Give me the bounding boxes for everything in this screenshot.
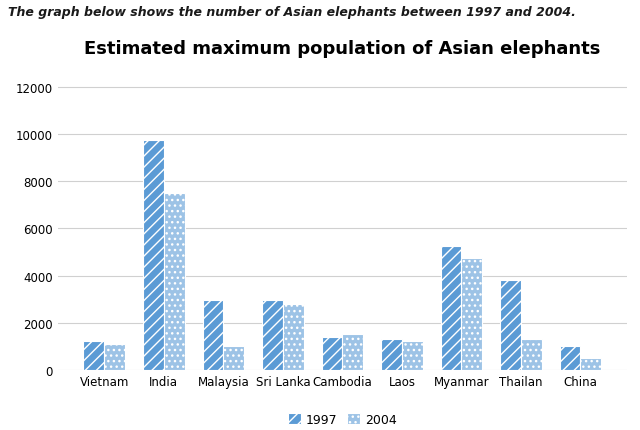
Bar xyxy=(262,301,283,370)
Bar xyxy=(559,346,580,370)
Bar xyxy=(321,337,342,370)
Bar xyxy=(202,301,223,370)
Bar xyxy=(143,141,164,370)
Bar xyxy=(402,341,423,370)
Bar xyxy=(223,346,244,370)
Bar xyxy=(381,339,402,370)
Bar xyxy=(521,339,542,370)
Bar xyxy=(283,304,304,370)
Text: The graph below shows the number of Asian elephants between 1997 and 2004.: The graph below shows the number of Asia… xyxy=(8,6,575,19)
Title: Estimated maximum population of Asian elephants: Estimated maximum population of Asian el… xyxy=(84,40,600,58)
Bar xyxy=(164,194,185,370)
Bar xyxy=(83,341,104,370)
Bar xyxy=(461,258,483,370)
Legend: 1997, 2004: 1997, 2004 xyxy=(288,413,397,426)
Bar xyxy=(580,358,602,370)
Bar xyxy=(342,335,364,370)
Bar xyxy=(104,344,125,370)
Bar xyxy=(440,246,461,370)
Bar xyxy=(500,280,521,370)
